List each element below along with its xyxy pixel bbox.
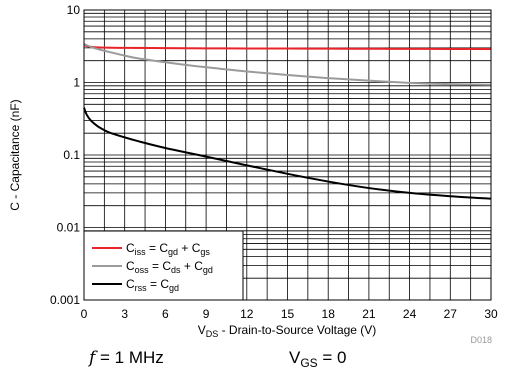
x-tick-labels: 0 3 6 9 12 15 18 21 24 27 30: [81, 307, 498, 321]
y-tick-label: 0.01: [57, 221, 81, 235]
plot-curves: [83, 43, 492, 200]
x-tick-label: 27: [444, 307, 458, 321]
y-tick-label: 10: [67, 3, 81, 17]
frequency-symbol: f: [89, 348, 96, 368]
vgs-symbol: V: [289, 348, 301, 367]
y-tick-label: 0.001: [50, 293, 80, 307]
vgs-subscript: GS: [300, 356, 318, 370]
x-tick-label: 30: [484, 307, 498, 321]
figure-code: D018: [470, 335, 492, 345]
x-tick-label: 15: [281, 307, 295, 321]
condition-vgs: VGS = 0: [289, 348, 347, 370]
x-tick-label: 6: [162, 307, 169, 321]
legend-entry-coss: Coss = Cds + Cgd: [126, 259, 213, 275]
legend: Ciss = Cgd + Cgs Coss = Cds + Cgd Crss =…: [83, 230, 244, 301]
x-tick-label: 21: [362, 307, 376, 321]
x-tick-label: 9: [203, 307, 210, 321]
x-tick-label: 0: [81, 307, 88, 321]
x-axis-label: VDS - Drain-to-Source Voltage (V): [198, 323, 377, 339]
y-tick-label: 0.1: [63, 148, 80, 162]
y-tick-label: 1: [73, 76, 80, 90]
series-coss-line: [83, 43, 492, 86]
legend-entry-crss: Crss = Cgd: [126, 277, 179, 293]
legend-entry-ciss: Ciss = Cgd + Cgs: [126, 241, 210, 257]
vgs-value: = 0: [317, 348, 347, 367]
condition-frequency: f = 1 MHz: [89, 348, 164, 368]
x-tick-label: 24: [403, 307, 417, 321]
y-tick-labels: 0.001 0.01 0.1 1 10: [50, 3, 80, 307]
x-tick-label: 12: [240, 307, 254, 321]
plot-frame: [83, 9, 492, 301]
x-tick-label: 18: [322, 307, 336, 321]
y-axis-label: C - Capacitance (nF): [8, 99, 22, 210]
series-ciss-line: [83, 43, 492, 50]
frequency-value: = 1 MHz: [95, 348, 164, 367]
x-tick-label: 3: [121, 307, 128, 321]
series-crss-line: [83, 107, 492, 200]
plot-grid: [83, 10, 492, 301]
